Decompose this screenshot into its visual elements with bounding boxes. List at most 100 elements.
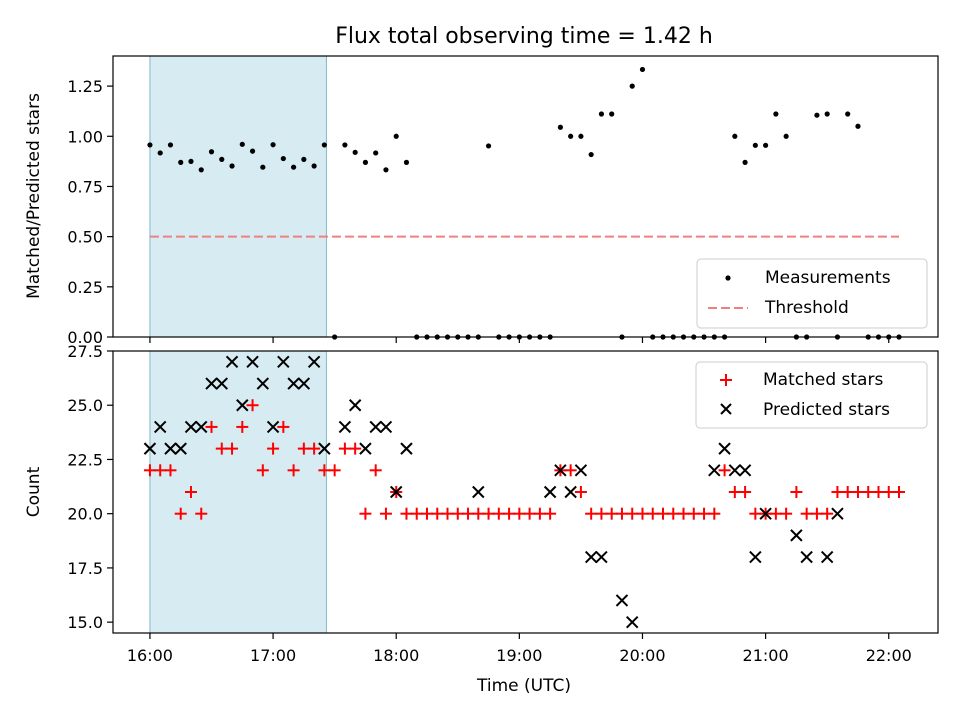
x-tick-label: 17:00 (250, 646, 296, 665)
matched-star-point (164, 464, 177, 477)
measurement-point (588, 151, 594, 158)
ratio-legend-box (696, 258, 928, 329)
matched-star-point (564, 464, 577, 477)
ratio-x-ticks (149, 337, 890, 343)
count-y-tick-label: 17.5 (67, 559, 103, 578)
matched-star-point (472, 507, 485, 520)
matched-star-point (174, 507, 187, 520)
matched-star-point (780, 507, 793, 520)
matched-star-point (431, 507, 444, 520)
matched-star-point (585, 507, 598, 520)
count-panel: 15.0 17.5 20.0 22.5 25.0 27.5 16:00 17:00 18:00… (24, 342, 939, 696)
predicted-star-point (153, 420, 167, 434)
matched-star-point (595, 507, 608, 520)
predicted-star-point (708, 464, 721, 477)
matched-star-point (441, 507, 454, 520)
measurement-point (403, 159, 410, 165)
measurement-point (855, 123, 861, 129)
matched-star-point (420, 507, 433, 520)
measurement-point (280, 155, 286, 162)
matched-star-point (646, 507, 659, 520)
predicted-star-point (728, 464, 742, 477)
predicted-star-point (718, 442, 731, 455)
measurement-point (239, 141, 245, 147)
predicted-star-point (164, 442, 177, 455)
matched-star-point (277, 420, 290, 433)
matched-star-point (287, 464, 300, 477)
matched-star-point (769, 507, 782, 520)
measurement-point (783, 133, 789, 139)
matched-star-point (893, 486, 906, 498)
measurement-point (629, 83, 635, 89)
legend-predicted-marker (720, 403, 732, 415)
matched-star-point (226, 442, 239, 455)
matched-star-point (338, 442, 351, 455)
predicted-star-point (749, 550, 762, 564)
measurement-point (219, 156, 225, 162)
measurement-point (260, 164, 266, 170)
predicted-star-point (595, 550, 608, 564)
count-y-tick-label: 22.5 (67, 450, 103, 469)
matched-star-point (379, 507, 392, 520)
predicted-star-point (205, 377, 218, 390)
predicted-star-point (626, 615, 639, 629)
measurement-point (157, 150, 163, 156)
matched-star-point (882, 486, 895, 498)
matched-star-point (349, 442, 362, 455)
legend-measurements-marker (725, 275, 731, 281)
matched-star-point (831, 486, 844, 498)
ratio-y-tick-label: 1.25 (67, 77, 103, 96)
measurement-point (290, 164, 297, 170)
predicted-star-point (225, 355, 239, 369)
matched-star-point (308, 442, 321, 455)
matched-star-point (667, 507, 680, 520)
measurement-point (188, 158, 194, 164)
predicted-star-point (215, 377, 228, 390)
count-x-ticks: 16:00 17:00 18:00 19:00 20:00 21:00 22:00 (127, 633, 912, 665)
predicted-star-point (184, 420, 198, 434)
count-y-tick-label: 20.0 (67, 505, 103, 524)
measurement-point (824, 111, 830, 117)
measurement-point (229, 163, 235, 169)
predicted-star-point (359, 442, 372, 455)
matched-star-point (810, 507, 823, 520)
matched-star-point (636, 507, 649, 520)
measurement-point (301, 156, 307, 162)
matched-star-point (677, 507, 690, 520)
matched-star-point (195, 507, 208, 520)
predicted-star-point (759, 507, 772, 520)
matched-star-point (215, 442, 228, 455)
matched-star-point (400, 507, 413, 520)
matched-star-point (574, 486, 587, 498)
predicted-star-point (287, 377, 300, 390)
matched-star-point (184, 486, 197, 498)
measurement-point (147, 142, 153, 148)
predicted-points (143, 355, 844, 629)
matched-star-point (718, 464, 731, 477)
matched-star-point (544, 507, 557, 520)
predicted-star-point (790, 529, 803, 542)
measurement-point (578, 133, 584, 139)
measurement-point (598, 111, 605, 117)
measurement-point (393, 133, 399, 139)
x-tick-label: 20:00 (619, 646, 665, 665)
matched-star-point (205, 420, 218, 433)
matched-star-point (708, 507, 721, 520)
measurement-point (742, 159, 748, 165)
matched-star-point (533, 507, 546, 520)
count-shaded-region (149, 350, 327, 634)
count-legend: Matched stars Predicted stars (695, 361, 928, 429)
matched-star-point (615, 507, 628, 520)
ratio-axes-frame (112, 55, 939, 338)
matched-star-point (626, 507, 639, 520)
ratio-y-tick-label: 0.75 (67, 177, 103, 196)
matched-star-point (841, 486, 854, 498)
measurement-point (752, 142, 758, 148)
matched-star-point (513, 507, 526, 520)
measurement-point (773, 111, 779, 117)
predicted-star-point (348, 399, 362, 412)
x-tick-label: 21:00 (743, 646, 789, 665)
matched-star-point (851, 486, 864, 498)
predicted-star-point (738, 464, 752, 477)
